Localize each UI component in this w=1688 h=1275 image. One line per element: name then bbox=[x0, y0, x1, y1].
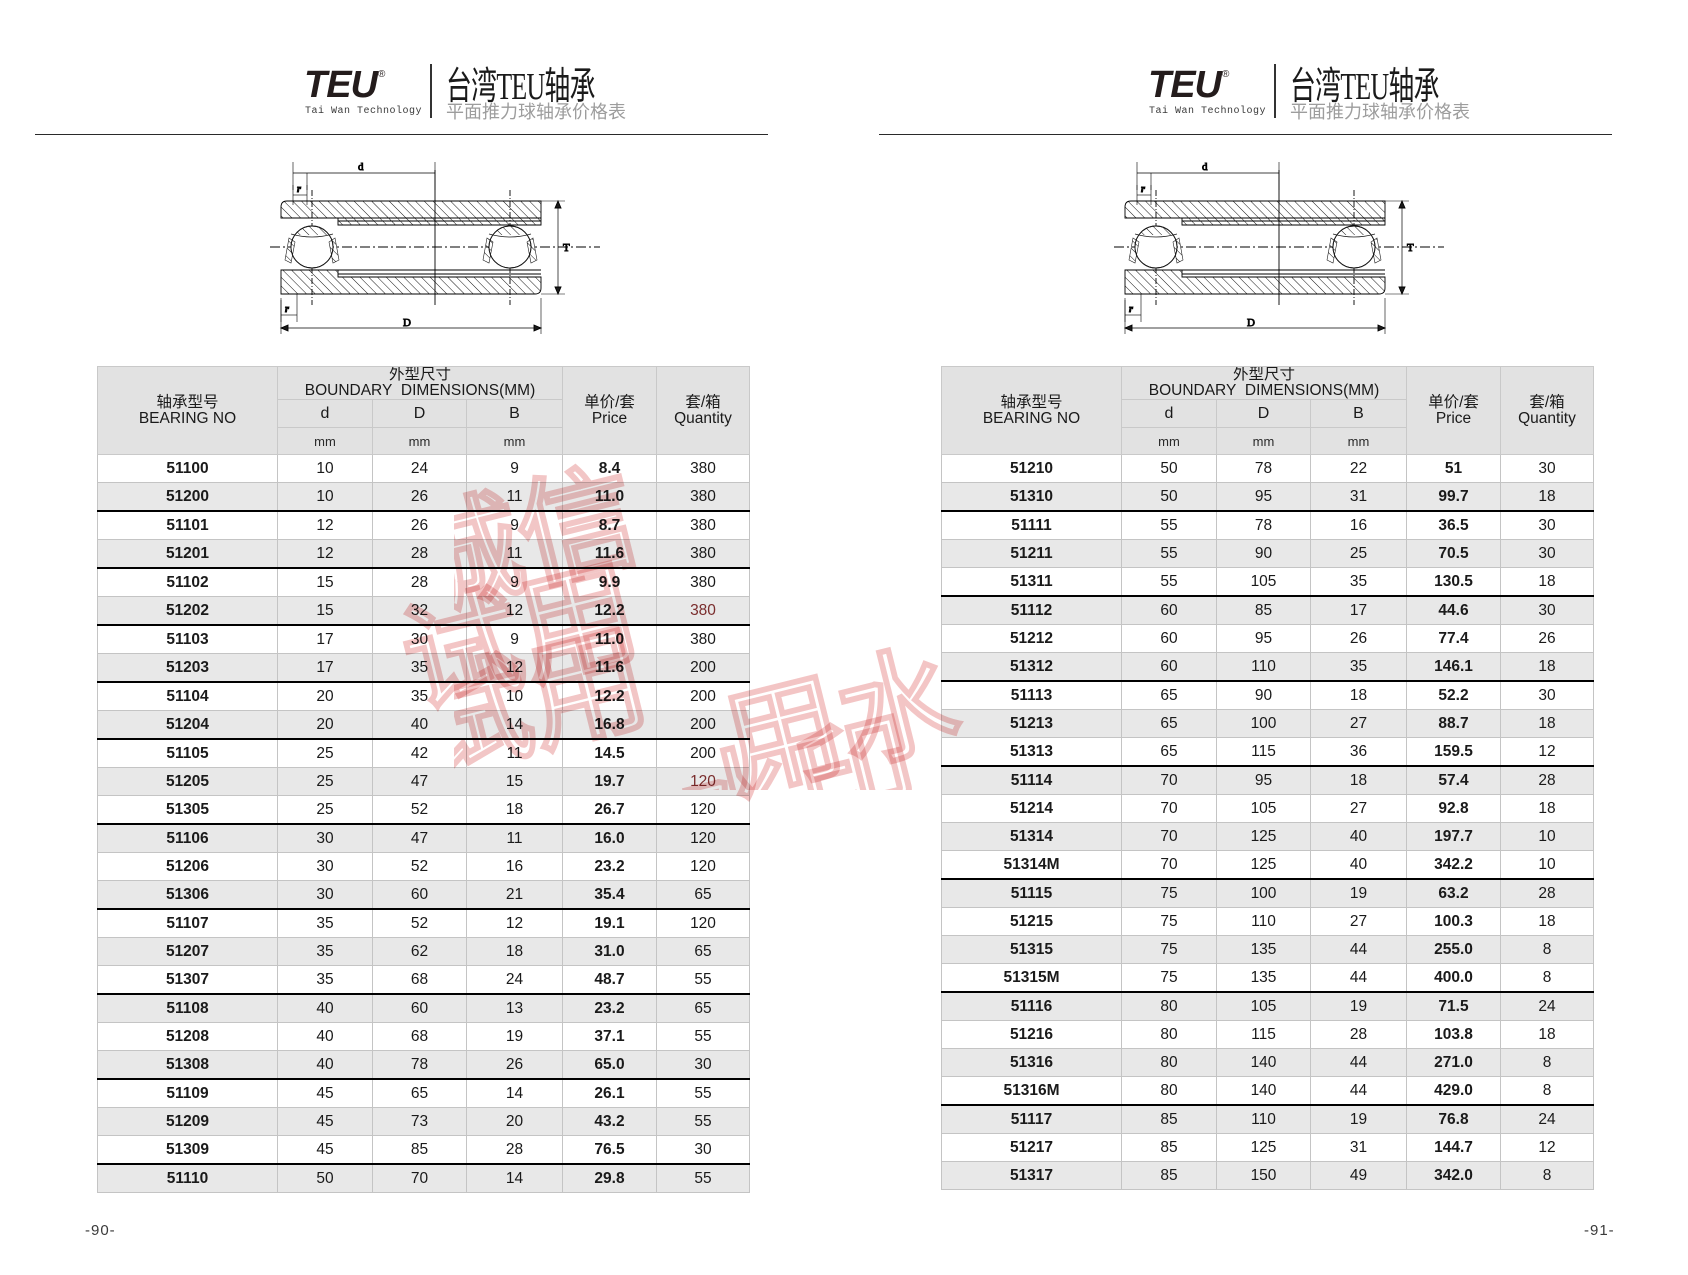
svg-text:r: r bbox=[285, 304, 289, 315]
svg-text:D: D bbox=[1247, 317, 1255, 329]
svg-text:d: d bbox=[358, 161, 364, 173]
svg-text:r: r bbox=[297, 184, 301, 195]
svg-text:r: r bbox=[1129, 304, 1133, 315]
svg-text:T: T bbox=[1407, 242, 1414, 254]
svg-text:T: T bbox=[563, 242, 570, 254]
svg-text:d: d bbox=[1202, 161, 1208, 173]
svg-text:D: D bbox=[403, 317, 411, 329]
svg-text:r: r bbox=[1141, 184, 1145, 195]
